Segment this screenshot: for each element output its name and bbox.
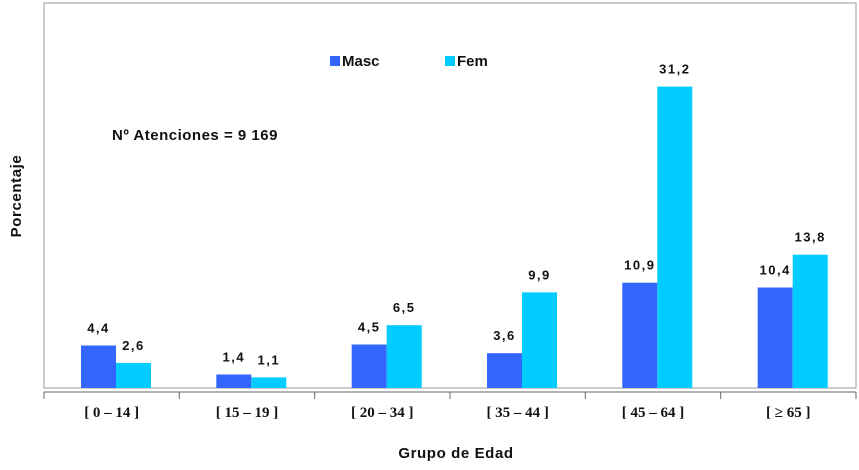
- bar-masc-1: [81, 345, 116, 388]
- data-label-masc-2: 1,4: [223, 350, 246, 365]
- data-label-fem-3: 6,5: [393, 300, 416, 315]
- bar-fem-1: [116, 362, 151, 388]
- data-label-fem-6: 13,8: [795, 230, 826, 245]
- data-label-fem-5: 31,2: [659, 62, 690, 77]
- x-ticks-layer: [ 0 – 14 ] [ 15 – 19 ] [ 20 – 34 ] [ 35 – 4…: [43, 392, 857, 421]
- data-label-fem-4: 9,9: [528, 267, 551, 282]
- bar-masc-2: [216, 374, 252, 388]
- data-label-masc-4: 3,6: [493, 328, 516, 343]
- data-label-masc-3: 4,5: [358, 320, 381, 335]
- legend-swatch-fem: [445, 56, 455, 66]
- legend-label-masc: Masc: [342, 53, 380, 70]
- bar-fem-5: [657, 86, 693, 388]
- x-tick-label-5: [ 45 – 64 ]: [622, 405, 685, 421]
- plot-area: [43, 2, 857, 389]
- bars-layer: [81, 86, 828, 388]
- bar-masc-6: [757, 287, 793, 388]
- legend: Masc Fem: [330, 53, 488, 70]
- bar-fem-6: [792, 254, 828, 388]
- x-tick-label-2: [ 15 – 19 ]: [216, 405, 279, 421]
- x-axis-title: Grupo de Edad: [398, 445, 513, 462]
- x-tick-label-4: [ 35 – 44 ]: [486, 405, 549, 421]
- bar-fem-2: [251, 377, 287, 388]
- data-label-masc-5: 10,9: [624, 258, 655, 273]
- x-tick-label-1: [ 0 – 14 ]: [84, 405, 139, 421]
- data-labels-layer: 4,4 2,6 1,4 1,1 4,5 6,5 3,6 9,9 10,9 31,2 10,4 13,8: [87, 62, 826, 368]
- bar-fem-3: [386, 325, 422, 388]
- x-tick-label-3: [ 20 – 34 ]: [351, 405, 414, 421]
- legend-label-fem: Fem: [457, 53, 488, 70]
- legend-swatch-masc: [330, 56, 340, 66]
- x-tick-label-6: [ ≥ 65 ]: [766, 405, 810, 421]
- data-label-masc-1: 4,4: [87, 321, 110, 336]
- data-label-masc-6: 10,4: [760, 263, 791, 278]
- y-axis-title: Porcentaje: [8, 155, 25, 238]
- bar-masc-4: [487, 353, 522, 388]
- bar-masc-3: [351, 344, 387, 388]
- bar-masc-5: [622, 282, 658, 388]
- data-label-fem-2: 1,1: [258, 352, 281, 367]
- data-label-fem-1: 2,6: [122, 338, 145, 353]
- total-annotation: Nº Atenciones = 9 169: [112, 127, 278, 144]
- bar-fem-4: [522, 292, 557, 388]
